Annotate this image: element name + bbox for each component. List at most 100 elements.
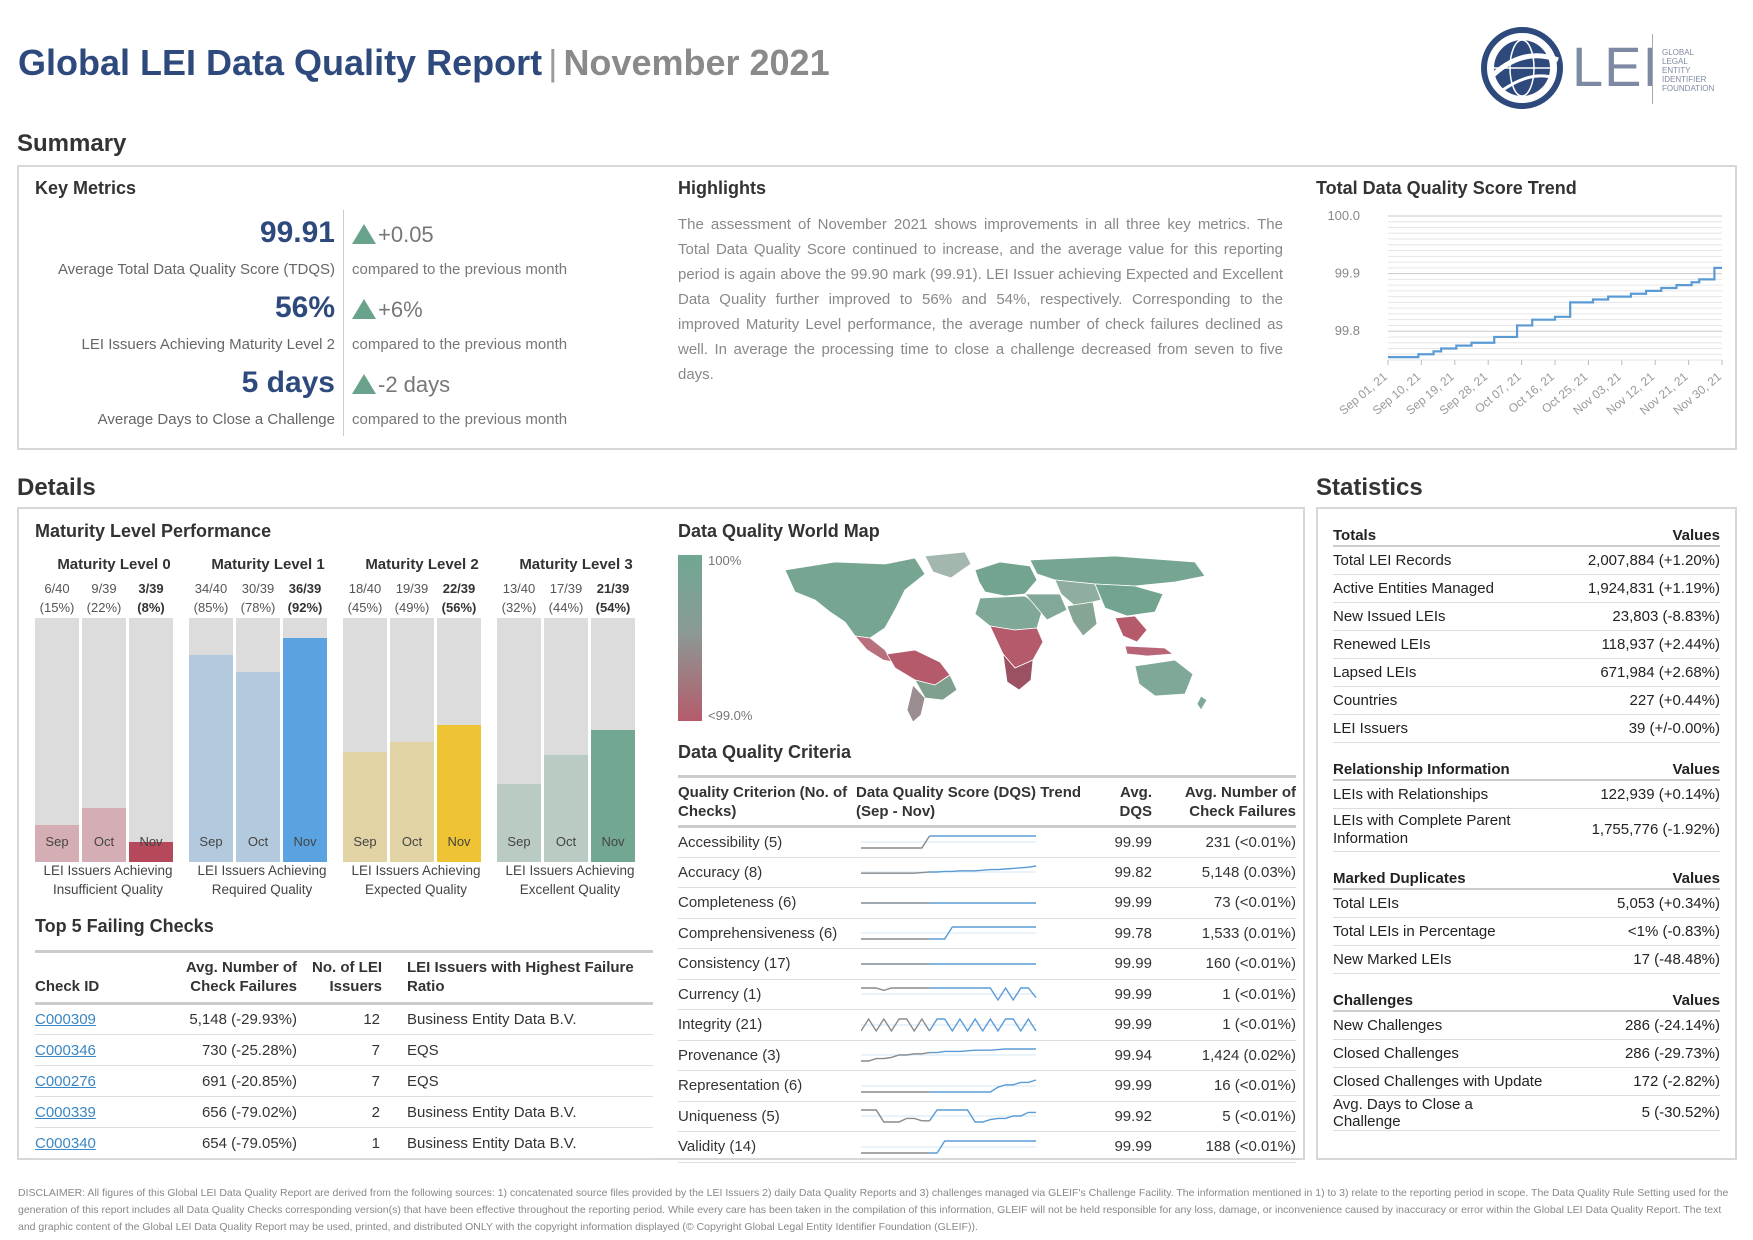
- stats-value: 1,924,831 (+1.19%): [1543, 574, 1720, 603]
- criteria-top-rule: [678, 775, 1296, 778]
- map-south-america-south: [906, 684, 926, 723]
- criterion-name: Consistency (17): [678, 948, 856, 980]
- dqs-sparkline: [861, 1079, 1037, 1093]
- sparkline-recent: [929, 1079, 1037, 1093]
- check-id-link[interactable]: C000346: [35, 1041, 96, 1059]
- stats-label: Renewed LEIs: [1333, 630, 1543, 659]
- stats-label: LEI Issuers: [1333, 714, 1543, 743]
- col-avg-dqs: Avg. DQS: [1090, 783, 1152, 828]
- maturity-month-col: 36/39 (92%): [283, 579, 327, 617]
- stats-values-header: Values: [1543, 983, 1720, 1012]
- check-id-link[interactable]: C000339: [35, 1103, 96, 1121]
- check-id-link[interactable]: C000309: [35, 1011, 96, 1028]
- maturity-level-group: Maturity Level 2 18/40 (45%) Sep 19/39 (49%) O…: [343, 556, 501, 897]
- maturity-delta: +6%: [352, 297, 423, 323]
- stats-spacer: [1333, 742, 1720, 752]
- maturity-bar-fill: [343, 752, 387, 862]
- stats-row: New Marked LEIs 17 (-48.48%): [1333, 945, 1720, 974]
- maturity-label: LEI Issuers Achieving Maturity Level 2: [81, 336, 335, 353]
- stats-label: Total LEIs: [1333, 889, 1543, 918]
- maturity-percent: (54%): [595, 600, 631, 615]
- stats-row: Active Entities Managed 1,924,831 (+1.19%…: [1333, 574, 1720, 603]
- trend-heading: Total Data Quality Score Trend: [1316, 178, 1577, 198]
- stats-value: 2,007,884 (+1.20%): [1543, 546, 1720, 575]
- check-failures: 5 (<0.01%): [1152, 1101, 1296, 1132]
- highest-ratio-issuer: EQS: [382, 1065, 653, 1097]
- col-check-id: Check ID: [35, 958, 175, 1005]
- y-tick-label: 99.8: [1335, 323, 1360, 338]
- up-triangle-icon: [352, 224, 376, 244]
- maturity-percent: (85%): [193, 600, 229, 615]
- maturity-bar-fill: [591, 730, 635, 862]
- maturity-percent: (8%): [137, 600, 165, 615]
- stats-label: LEIs with Relationships: [1333, 780, 1543, 809]
- maturity-bar-track: [35, 618, 79, 862]
- maturity-month-label: Oct: [401, 834, 423, 849]
- dqs-trend-cell: [856, 1040, 1090, 1071]
- map-greenland: [924, 551, 972, 579]
- maturity-month-col: 6/40 (15%): [35, 579, 79, 617]
- world-map: [784, 551, 1208, 723]
- maturity-percent: (56%): [441, 600, 477, 615]
- stats-row: Closed Challenges with Update 172 (-2.82%…: [1333, 1067, 1720, 1096]
- highlights-heading: Highlights: [678, 178, 766, 198]
- maturity-fraction: 6/40: [44, 581, 70, 596]
- maturity-month-label: Sep: [199, 834, 223, 849]
- sparkline-recent: [929, 926, 1036, 940]
- map-central-africa: [989, 625, 1044, 669]
- stats-value: 39 (+/-0.00%): [1543, 714, 1720, 743]
- stats-row: Total LEIs in Percentage <1% (-0.83%): [1333, 917, 1720, 946]
- stats-label: New Issued LEIs: [1333, 602, 1543, 631]
- highest-ratio-issuer: Business Entity Data B.V.: [382, 1003, 653, 1035]
- check-failures: 73 (<0.01%): [1152, 887, 1296, 919]
- stats-label: LEIs with Complete Parent Information: [1333, 808, 1543, 852]
- maturity-month-label: Oct: [555, 834, 577, 849]
- maturity-bar-track: [343, 618, 387, 862]
- map-east-asia: [1094, 583, 1164, 617]
- stats-group-header: Relationship Information Values: [1333, 752, 1720, 781]
- stats-row: Renewed LEIs 118,937 (+2.44%): [1333, 630, 1720, 659]
- col-dqs-trend: Data Quality Score (DQS) Trend (Sep - No…: [856, 783, 1090, 828]
- maturity-month-label: Sep: [353, 834, 377, 849]
- maturity-bar-track: [591, 618, 635, 862]
- sparkline-recent: [928, 1017, 1037, 1033]
- stats-label: Avg. Days to Close a Challenge: [1333, 1095, 1543, 1131]
- maturity-percent: (45%): [347, 600, 383, 615]
- disclaimer: DISCLAIMER: All figures of this Global L…: [18, 1187, 1729, 1233]
- dqs-trend-cell: [856, 1070, 1090, 1102]
- dqs-sparkline: [861, 1140, 1036, 1154]
- criteria-row: Integrity (21) 99.99 1 (<0.01%): [678, 1009, 1296, 1041]
- top5-top-rule: [35, 950, 653, 953]
- maturity-level-group: Maturity Level 1 34/40 (85%) Sep 30/39 (78%) O…: [189, 556, 347, 897]
- stats-value: 172 (-2.82%): [1543, 1067, 1720, 1096]
- check-id-link[interactable]: C000340: [35, 1134, 96, 1152]
- maturity-bar-fill: [189, 655, 233, 862]
- maturity-month-col: 13/40 (32%): [497, 579, 541, 617]
- statistics-table: Totals Values Total LEI Records 2,007,884 (…: [1333, 518, 1720, 1131]
- criterion-name: Currency (1): [678, 979, 856, 1010]
- criteria-row: Accessibility (5) 99.99 231 (<0.01%): [678, 826, 1296, 858]
- maturity-month-label: Sep: [45, 834, 69, 849]
- highest-ratio-issuer: Business Entity Data B.V.: [382, 1127, 653, 1159]
- maturity-bar-track: [437, 618, 481, 862]
- y-tick-label: 100.0: [1327, 208, 1360, 223]
- check-failures: 5,148 (0.03%): [1152, 857, 1296, 888]
- avg-dqs: 99.99: [1090, 1131, 1152, 1163]
- map-south-africa: [1002, 652, 1034, 691]
- col-avg-failures: Avg. Number of Check Failures: [175, 958, 297, 1005]
- stats-row: Total LEIs 5,053 (+0.34%): [1333, 889, 1720, 918]
- avg-failures: 5,148 (-29.93%): [175, 1003, 297, 1035]
- top5-row: C000346 730 (-25.28%) 7 EQS: [35, 1034, 653, 1066]
- stats-value: 227 (+0.44%): [1543, 686, 1720, 715]
- maturity-fraction: 9/39: [91, 581, 117, 596]
- criterion-name: Provenance (3): [678, 1040, 856, 1071]
- maturity-month-col: 3/39 (8%): [129, 579, 173, 617]
- check-id-link[interactable]: C000276: [35, 1072, 96, 1090]
- criterion-name: Integrity (21): [678, 1009, 856, 1041]
- top5-row: C000309 5,148 (-29.93%) 12 Business Entity …: [35, 1003, 653, 1035]
- maturity-month-col: 22/39 (56%): [437, 579, 481, 617]
- maturity-caption: LEI Issuers Achieving Expected Quality: [351, 863, 481, 897]
- criteria-row: Representation (6) 99.99 16 (<0.01%): [678, 1070, 1296, 1102]
- maturity-chart: Maturity Level 0 6/40 (15%) Sep 9/39 (22%) Oct…: [35, 556, 655, 897]
- dqs-sparkline: [861, 1048, 1036, 1062]
